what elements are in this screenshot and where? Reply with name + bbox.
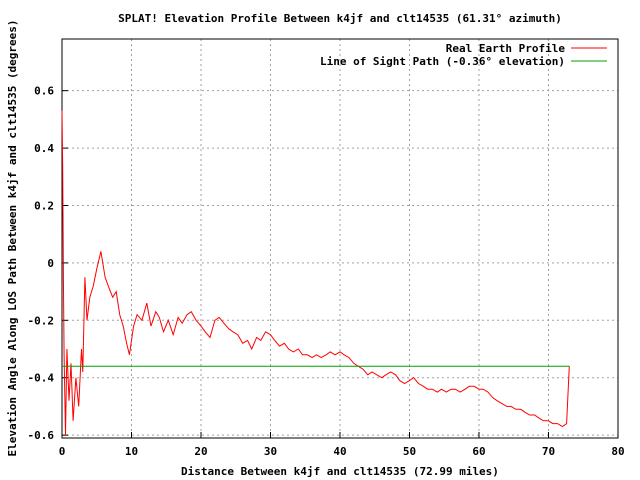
x-tick-label: 0 xyxy=(59,445,66,458)
x-tick-label: 50 xyxy=(403,445,416,458)
y-tick-label: 0 xyxy=(47,257,54,270)
y-tick-label: 0.4 xyxy=(34,142,54,155)
y-tick-label: -0.4 xyxy=(28,372,55,385)
y-tick-label: 0.2 xyxy=(34,199,54,212)
x-axis-label: Distance Between k4jf and clt14535 (72.9… xyxy=(181,465,499,478)
x-tick-label: 70 xyxy=(542,445,555,458)
plot-frame xyxy=(61,38,619,439)
x-tick-label: 20 xyxy=(194,445,207,458)
legend: Real Earth Profile Line of Sight Path (-… xyxy=(320,42,607,68)
y-tick-label: 0.6 xyxy=(34,85,54,98)
y-tick-label: -0.6 xyxy=(28,429,55,442)
legend-label-real-earth-profile: Real Earth Profile xyxy=(446,42,566,55)
series-group xyxy=(61,110,570,436)
grid-lines xyxy=(62,39,618,438)
legend-label-line-of-sight: Line of Sight Path (-0.36° elevation) xyxy=(320,55,565,68)
x-tick-label: 60 xyxy=(472,445,485,458)
x-tick-label: 40 xyxy=(333,445,346,458)
chart-title: SPLAT! Elevation Profile Between k4jf an… xyxy=(118,12,562,25)
x-axis-ticks: 0 10 20 30 40 50 60 70 80 xyxy=(59,432,625,458)
y-tick-label: -0.2 xyxy=(28,314,55,327)
y-axis-ticks: 0.6 0.4 0.2 0 -0.2 -0.4 -0.6 xyxy=(28,85,68,442)
x-tick-label: 80 xyxy=(611,445,624,458)
y-axis-label: Elevation Angle Along LOS Path Between k… xyxy=(6,19,19,456)
x-tick-label: 30 xyxy=(264,445,277,458)
series-line-real-earth-profile xyxy=(61,110,570,436)
x-tick-label: 10 xyxy=(125,445,138,458)
